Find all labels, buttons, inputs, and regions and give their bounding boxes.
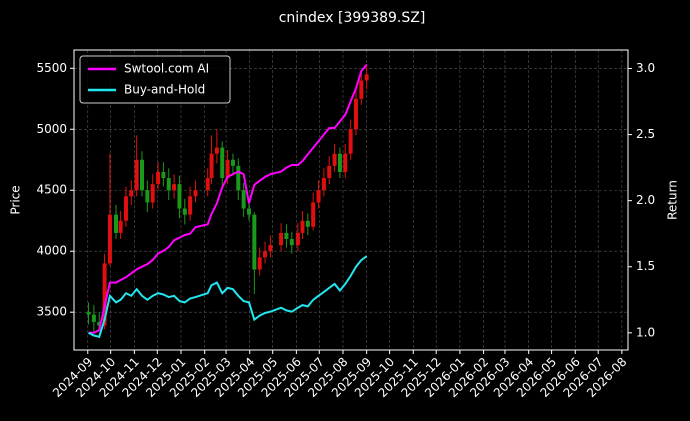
candle-body	[182, 208, 187, 215]
candle-body	[337, 153, 342, 172]
candle-body	[214, 147, 219, 154]
candle-body	[209, 153, 214, 179]
candle-body	[220, 147, 225, 179]
legend-label: Swtool.com AI	[124, 62, 209, 76]
y-tick-label: 5500	[36, 61, 67, 75]
candle-body	[359, 80, 364, 99]
candle-body	[205, 178, 210, 191]
candle-body	[145, 190, 150, 203]
candle-body	[279, 232, 284, 246]
legend-box	[79, 55, 231, 104]
y2-tick-label: 2.5	[636, 127, 655, 141]
candle-body	[166, 178, 171, 191]
candle-body	[327, 165, 332, 179]
candle-body	[252, 214, 257, 270]
candle-body	[241, 190, 246, 209]
candle-body	[91, 314, 96, 322]
candle-body	[150, 184, 155, 203]
candle-body	[129, 190, 134, 197]
candle-body	[236, 165, 241, 191]
candle-body	[102, 263, 107, 326]
candle-body	[268, 245, 273, 252]
y2-tick-label: 3.0	[636, 61, 655, 75]
candle-body	[97, 321, 102, 326]
candle-body	[316, 190, 321, 203]
candle-body	[225, 159, 230, 179]
series-line	[88, 63, 368, 334]
series-line	[88, 255, 368, 338]
candle-body	[188, 196, 193, 215]
candle-body	[134, 159, 139, 191]
candle-body	[348, 129, 353, 154]
y-tick-label: 3500	[36, 305, 67, 319]
candle-body	[123, 196, 128, 221]
candle-body	[300, 220, 305, 233]
candle-body	[343, 153, 348, 172]
candle-body	[305, 220, 310, 227]
candle-body	[193, 190, 198, 197]
y-tick-label: 5000	[36, 122, 67, 136]
y-tick-label: 4000	[36, 244, 67, 258]
plot-frame	[73, 49, 629, 351]
candle-body	[353, 98, 358, 130]
candle-body	[230, 159, 235, 166]
candle-body	[311, 202, 316, 227]
candle-body	[289, 239, 294, 246]
candle-body	[86, 312, 91, 315]
candle-body	[295, 232, 300, 246]
candle-body	[140, 159, 145, 191]
legend-label: Buy-and-Hold	[124, 83, 205, 97]
candle-body	[107, 214, 112, 264]
y2-tick-label: 2.0	[636, 193, 655, 207]
candle-body	[114, 214, 119, 233]
y-axis-label: Price	[9, 185, 23, 214]
candle-body	[177, 184, 182, 209]
candle-body	[257, 257, 262, 270]
chart-title: cnindex [399389.SZ]	[279, 10, 426, 26]
candle-body	[332, 153, 337, 166]
y2-axis-label: Return	[666, 180, 680, 220]
candle-body	[321, 178, 326, 191]
candle-body	[172, 184, 177, 191]
candle-body	[284, 232, 289, 240]
candle-body	[118, 220, 123, 233]
candle-body	[364, 74, 369, 81]
y2-tick-label: 1.0	[636, 325, 655, 339]
candle-body	[246, 208, 251, 215]
candle-body	[161, 171, 166, 179]
candle-body	[263, 251, 268, 258]
y-tick-label: 4500	[36, 183, 67, 197]
y2-tick-label: 1.5	[636, 259, 655, 273]
candle-body	[156, 171, 161, 185]
